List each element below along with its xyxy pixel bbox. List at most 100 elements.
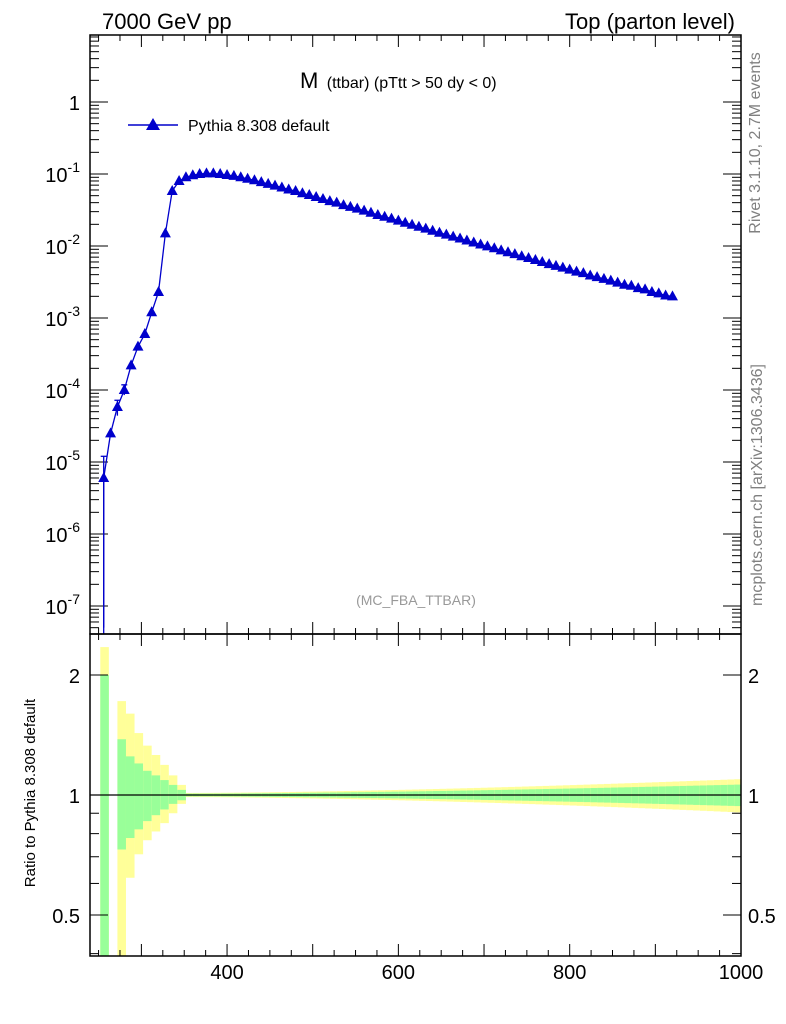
series-point — [303, 189, 315, 200]
ratio-axis-ticks — [90, 634, 742, 956]
series-point — [372, 208, 384, 219]
series-point — [379, 210, 391, 221]
ratio-y-tick-label: 2 — [69, 666, 80, 688]
series-point — [625, 279, 637, 290]
ratio-uncertainty-bands — [100, 647, 741, 956]
ratio-frame — [89, 633, 742, 957]
y-tick-label: 1 — [69, 93, 80, 115]
ratio-band-inner — [134, 763, 144, 830]
series-point — [481, 240, 493, 251]
x-tick-labels: 400 600 800 1000 — [210, 962, 763, 984]
series-point — [290, 185, 302, 196]
ratio-y-tick-label: 1 — [69, 786, 80, 808]
series-point — [283, 183, 295, 194]
series-point — [262, 177, 274, 188]
y-tick-label: 10-5 — [45, 447, 80, 475]
analysis-watermark: (MC_FBA_TTBAR) — [356, 592, 476, 608]
series-point — [619, 278, 631, 289]
series-point — [639, 283, 651, 294]
series-point — [413, 220, 425, 231]
series-point — [365, 206, 377, 217]
series-point — [310, 190, 322, 201]
ratio-y-axis-label: Ratio to Pythia 8.308 default — [22, 698, 39, 887]
y-tick-label: 10-6 — [45, 519, 80, 547]
series-point — [351, 202, 363, 213]
series-point — [461, 234, 473, 245]
ratio-y-tick-label-right: 2 — [748, 666, 759, 688]
x-tick-label: 400 — [210, 962, 243, 984]
ratio-band-inner — [143, 770, 152, 822]
series-point — [646, 285, 658, 296]
series-point — [454, 232, 466, 243]
series-point — [228, 169, 240, 180]
series-point — [632, 282, 644, 293]
series-point — [235, 171, 247, 182]
series-point — [420, 222, 432, 233]
y-tick-label: 10-7 — [45, 591, 80, 619]
series-point — [324, 195, 336, 206]
legend-marker — [146, 118, 160, 130]
series-point — [105, 427, 117, 438]
series-point — [118, 384, 130, 394]
ratio-y-tick-labels: 0.5 0.5 1 1 2 2 — [52, 666, 776, 928]
plot-title-sub: (ttbar) (pTtt > 50 dy < 0) — [327, 75, 497, 92]
series-point — [550, 259, 562, 270]
y-tick-label: 10-2 — [45, 231, 80, 259]
series-point — [207, 167, 219, 178]
series-point — [125, 359, 137, 370]
series-point — [447, 230, 459, 241]
series-point — [536, 255, 548, 266]
series-point — [132, 340, 144, 351]
series-line-group — [103, 172, 673, 634]
series-point — [338, 199, 350, 210]
series-point — [468, 236, 480, 247]
series-point — [296, 187, 308, 198]
legend: Pythia 8.308 default — [128, 118, 330, 135]
series-point — [523, 252, 535, 263]
series-point — [598, 272, 610, 283]
series-point — [159, 227, 171, 238]
series-point — [475, 238, 487, 249]
ratio-y-tick-label: 0.5 — [52, 906, 80, 928]
series-point — [317, 192, 329, 203]
plot-title: M (ttbar) (pTtt > 50 dy < 0) — [300, 68, 497, 93]
series-point — [173, 174, 185, 185]
series-point — [529, 253, 541, 264]
ratio-band-inner — [100, 675, 109, 956]
series-point — [571, 265, 583, 276]
series-point — [577, 267, 589, 278]
series-point — [331, 196, 343, 207]
series-point — [406, 218, 418, 229]
series-point — [214, 168, 226, 178]
series-point — [495, 244, 507, 255]
x-tick-label: 600 — [382, 962, 415, 984]
x-tick-label: 1000 — [719, 962, 764, 984]
series-point — [433, 226, 445, 237]
main-panel: 1 10-1 10-2 10-3 10-4 10-5 10-6 10-7 (MC_FBA_TT… — [45, 34, 742, 635]
series-point — [153, 285, 165, 296]
series-point — [221, 168, 233, 179]
series-point — [584, 269, 596, 280]
series-point — [557, 261, 569, 272]
series-point — [98, 471, 110, 482]
series-point — [146, 306, 158, 317]
series-point — [248, 174, 260, 185]
main-y-tick-labels: 1 10-1 10-2 10-3 10-4 10-5 10-6 10-7 — [45, 93, 80, 619]
series-point — [255, 176, 267, 187]
collision-label: 7000 GeV pp — [102, 9, 232, 34]
series-point — [358, 204, 370, 215]
y-tick-label: 10-3 — [45, 303, 80, 331]
series-point — [660, 289, 672, 300]
series-point — [543, 258, 555, 269]
mcplots-label: mcplots.cern.ch [arXiv:1306.3436] — [749, 364, 766, 606]
series-point — [502, 246, 514, 257]
ratio-y-tick-label-right: 0.5 — [748, 906, 776, 928]
y-tick-label: 10-1 — [45, 159, 80, 187]
series-point — [516, 250, 528, 261]
ratio-y-tick-label-right: 1 — [748, 786, 759, 808]
legend-label: Pythia 8.308 default — [188, 118, 330, 135]
series-point — [612, 276, 624, 287]
y-tick-label: 10-4 — [45, 375, 80, 403]
series-point — [653, 287, 665, 298]
